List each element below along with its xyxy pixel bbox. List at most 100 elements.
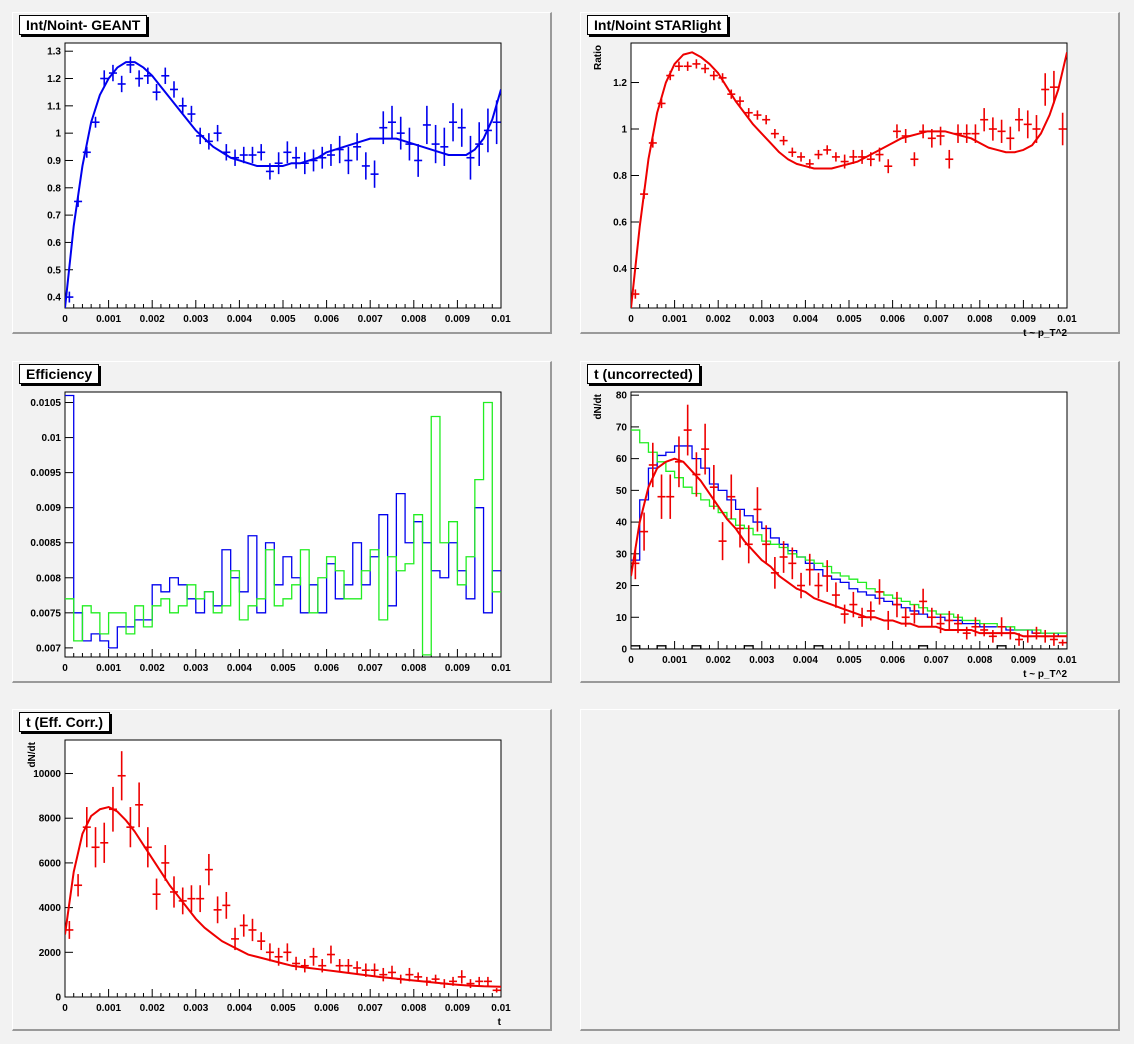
x-tick-label: 0.001 bbox=[96, 663, 121, 674]
x-tick-label: 0.005 bbox=[270, 1003, 295, 1014]
y-tick-label: 0.6 bbox=[47, 238, 61, 249]
x-tick-label: 0.006 bbox=[314, 1003, 339, 1014]
y-tick-label: 10000 bbox=[33, 769, 61, 780]
x-tick-label: 0.009 bbox=[445, 314, 470, 325]
x-tick-label: 0.007 bbox=[358, 1003, 383, 1014]
data-point bbox=[831, 582, 840, 608]
data-point bbox=[919, 588, 928, 615]
data-point bbox=[396, 116, 405, 150]
data-point bbox=[466, 135, 475, 180]
y-tick-label: 1.2 bbox=[47, 74, 61, 85]
data-point bbox=[257, 144, 266, 161]
y-tick-label: 80 bbox=[616, 391, 628, 402]
y-tick-label: 0.0095 bbox=[30, 468, 61, 479]
data-point bbox=[457, 970, 466, 984]
x-tick-label: 0.005 bbox=[270, 663, 295, 674]
data-point bbox=[797, 572, 806, 599]
data-point bbox=[674, 61, 683, 71]
data-point bbox=[814, 572, 823, 599]
y-tick-label: 0.009 bbox=[36, 503, 61, 514]
data-point bbox=[1041, 73, 1050, 106]
data-point bbox=[762, 525, 771, 564]
y-tick-label: 1 bbox=[55, 129, 61, 140]
y-tick-label: 0.8 bbox=[47, 183, 61, 194]
data-point bbox=[640, 512, 649, 551]
y-tick-label: 0.9 bbox=[47, 156, 61, 167]
y-tick-label: 70 bbox=[616, 422, 628, 433]
plot-frame bbox=[64, 42, 502, 309]
plot-area bbox=[65, 394, 501, 656]
data-point bbox=[196, 885, 205, 913]
data-point bbox=[997, 119, 1006, 143]
pad-starlight: Int/Noint STARlight 0 0.001 0.002 0.003 0.00… bbox=[580, 12, 1120, 339]
y-tick-label: 0.6 bbox=[613, 217, 627, 228]
data-point bbox=[1023, 110, 1032, 139]
y-tick-label: 0.4 bbox=[613, 264, 627, 275]
x-tick-label: 0.007 bbox=[358, 663, 383, 674]
y-tick-label: 0.0085 bbox=[30, 538, 61, 549]
x-tick-label: 0.01 bbox=[491, 1003, 511, 1014]
x-axis-label: t bbox=[498, 1017, 502, 1028]
data-point bbox=[187, 105, 196, 123]
data-point bbox=[283, 943, 292, 962]
x-tick-label: 0.008 bbox=[967, 655, 992, 666]
plot-area bbox=[65, 56, 501, 308]
data-point bbox=[326, 945, 335, 964]
data-point bbox=[683, 61, 692, 71]
data-point bbox=[823, 560, 832, 592]
data-point bbox=[1032, 626, 1041, 640]
pad-geant: Int/Noint- GEANT 0 0.001 0.002 0.003 0.004 0.… bbox=[12, 12, 552, 334]
data-point bbox=[945, 149, 954, 169]
x-tick-label: 0.01 bbox=[1057, 314, 1077, 325]
x-tick-label: 0.004 bbox=[793, 655, 818, 666]
pad-efficiency: Efficiency 0 0.001 0.002 0.003 0.004 0.005 0.0… bbox=[12, 361, 552, 683]
x-tick-label: 0.01 bbox=[491, 314, 511, 325]
data-point bbox=[1015, 108, 1024, 132]
x-tick-label: 0.001 bbox=[662, 655, 687, 666]
data-point bbox=[718, 522, 727, 561]
series-step-1 bbox=[65, 401, 501, 656]
data-point bbox=[161, 67, 170, 84]
x-tick-label: 0.006 bbox=[314, 663, 339, 674]
data-point bbox=[248, 146, 257, 164]
y-tick-label: 10 bbox=[616, 613, 628, 624]
x-tick-label: 0.002 bbox=[706, 314, 731, 325]
chart-efficiency: 0 0.001 0.002 0.003 0.004 0.005 0.006 0.007 0.00… bbox=[30, 391, 511, 674]
y-tick-label: 0.0075 bbox=[30, 608, 61, 619]
data-point bbox=[91, 116, 100, 128]
y-tick-label: 0.0105 bbox=[30, 398, 61, 409]
data-point bbox=[370, 963, 379, 977]
data-point bbox=[283, 141, 292, 164]
data-point bbox=[1006, 126, 1015, 150]
data-point bbox=[936, 614, 945, 634]
data-point bbox=[65, 921, 74, 939]
data-point bbox=[1049, 633, 1058, 646]
x-tick-label: 0 bbox=[62, 314, 68, 325]
data-point bbox=[475, 976, 484, 986]
fit-curve bbox=[65, 806, 501, 988]
data-point bbox=[962, 626, 971, 640]
plot-frame bbox=[64, 391, 502, 658]
data-point bbox=[152, 83, 161, 101]
x-tick-label: 0.001 bbox=[96, 1003, 121, 1014]
fit-curve bbox=[631, 457, 1067, 638]
x-tick-label: 0.01 bbox=[1057, 655, 1077, 666]
x-tick-label: 0.005 bbox=[836, 314, 861, 325]
y-tick-label: 1 bbox=[621, 125, 627, 136]
data-point bbox=[361, 152, 370, 180]
data-point bbox=[161, 845, 170, 881]
x-tick-label: 0.007 bbox=[924, 314, 949, 325]
x-tick-label: 0.006 bbox=[880, 314, 905, 325]
data-point bbox=[257, 932, 266, 951]
data-point bbox=[492, 988, 501, 993]
fit-curve bbox=[65, 61, 501, 308]
x-tick-label: 0 bbox=[62, 1003, 68, 1014]
data-point bbox=[980, 623, 989, 637]
data-point bbox=[988, 629, 997, 643]
chart-title: Int/Noint STARlight bbox=[587, 15, 729, 35]
data-point bbox=[779, 541, 788, 573]
series-step-0 bbox=[65, 394, 501, 649]
data-point bbox=[300, 959, 309, 973]
data-point bbox=[274, 152, 283, 175]
x-tick-label: 0.008 bbox=[967, 314, 992, 325]
